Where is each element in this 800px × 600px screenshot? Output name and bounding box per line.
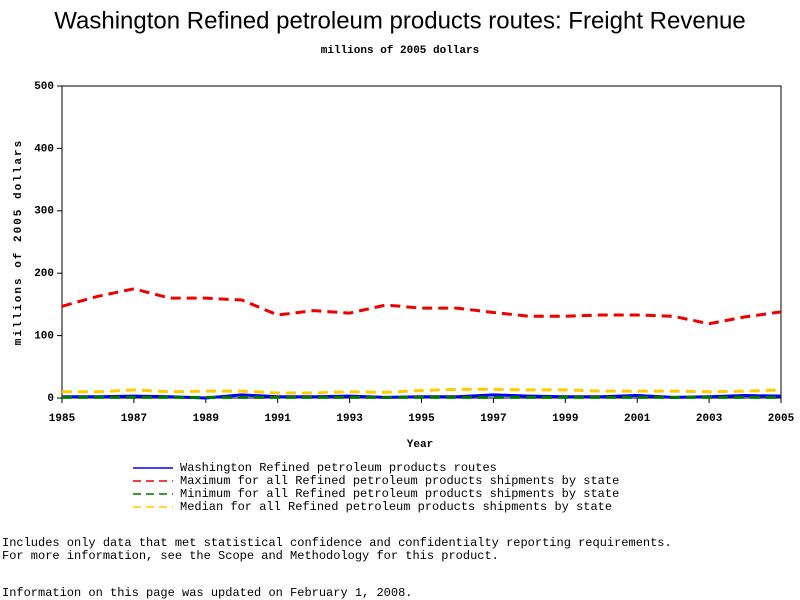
x-tick-label: 1999 — [552, 413, 578, 425]
y-axis-label: millions of 2005 dollars — [13, 139, 25, 345]
series-line — [61, 287, 782, 326]
x-axis-label: Year — [407, 439, 433, 451]
x-tick-label: 1993 — [336, 413, 363, 425]
series-line — [62, 387, 782, 395]
y-tick-label: 200 — [34, 268, 54, 280]
x-tick-label: 2005 — [768, 413, 795, 425]
x-tick-label: 2001 — [624, 413, 651, 425]
legend-label: Washington Refined petroleum products ro… — [180, 461, 497, 475]
chart-title: Washington Refined petroleum products ro… — [54, 7, 746, 34]
footnote: For more information, see the Scope and … — [2, 549, 499, 563]
footnote: Includes only data that met statistical … — [2, 536, 672, 550]
footnote: Information on this page was updated on … — [2, 586, 412, 600]
x-tick-label: 1991 — [264, 413, 291, 425]
y-tick-label: 100 — [34, 331, 54, 343]
legend-label: Median for all Refined petroleum product… — [180, 500, 612, 514]
y-tick-label: 0 — [47, 393, 54, 405]
chart-subtitle: millions of 2005 dollars — [321, 45, 479, 57]
plot-frame — [61, 85, 782, 399]
legend-label: Minimum for all Refined petroleum produc… — [180, 487, 619, 501]
x-tick-label: 1987 — [121, 413, 147, 425]
x-tick-label: 1997 — [480, 413, 506, 425]
x-tick-label: 1995 — [408, 413, 435, 425]
y-tick-label: 500 — [34, 81, 54, 93]
x-tick-label: 2003 — [696, 413, 723, 425]
x-tick-label: 1989 — [193, 413, 219, 425]
x-tick-label: 1985 — [49, 413, 76, 425]
y-tick-label: 400 — [34, 143, 54, 155]
legend-label: Maximum for all Refined petroleum produc… — [180, 474, 619, 488]
y-tick-label: 300 — [34, 206, 54, 218]
